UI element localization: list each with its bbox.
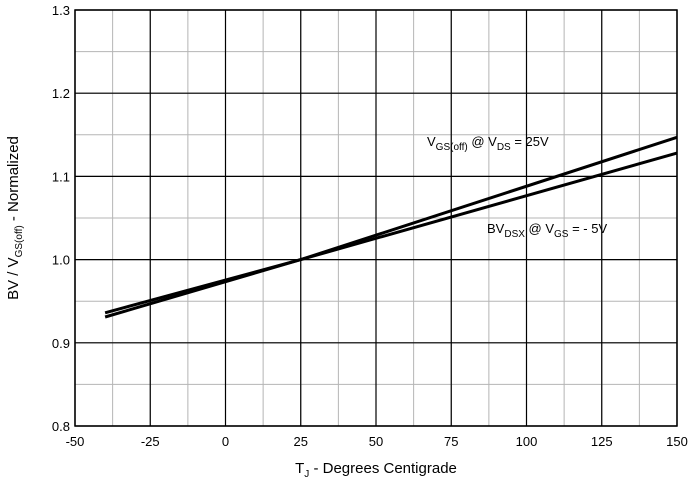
annotation-bvdsx: BVDSX @ VGS = - 5V [487, 221, 607, 240]
y-tick-label: 1.3 [52, 3, 70, 18]
y-axis-title: BV / VGS(off) - Normalized [5, 136, 25, 300]
x-tick-labels: -50 -25 0 25 50 75 100 125 150 [66, 434, 688, 449]
x-tick-label: 0 [222, 434, 229, 449]
y-tick-label: 0.9 [52, 336, 70, 351]
y-tick-labels: 0.8 0.9 1.0 1.1 1.2 1.3 [52, 3, 70, 434]
x-tick-label: 75 [444, 434, 458, 449]
y-tick-label: 1.0 [52, 253, 70, 268]
x-tick-label: 25 [294, 434, 308, 449]
y-tick-label: 1.1 [52, 169, 70, 184]
y-tick-label: 0.8 [52, 419, 70, 434]
series-group [104, 135, 678, 319]
x-axis-title: TJ - Degrees Centigrade [295, 460, 457, 480]
x-tick-label: 50 [369, 434, 383, 449]
series-line-1 [104, 151, 678, 315]
annotation-vgs-off: VGS(off) @ VDS = 25V [427, 134, 549, 153]
x-tick-label: 100 [516, 434, 538, 449]
x-tick-label: -25 [141, 434, 160, 449]
x-tick-label: 125 [591, 434, 613, 449]
x-tick-label: -50 [66, 434, 85, 449]
y-tick-label: 1.2 [52, 86, 70, 101]
x-tick-label: 150 [666, 434, 688, 449]
plot-frame [74, 9, 678, 427]
